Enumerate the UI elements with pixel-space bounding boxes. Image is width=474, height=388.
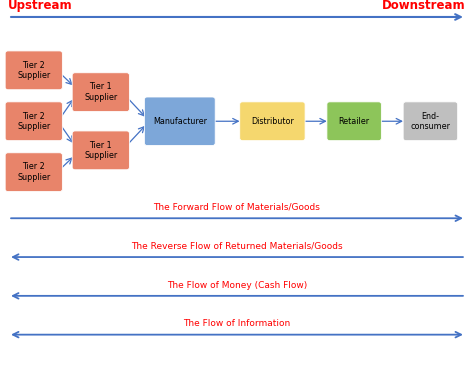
- Text: The Flow of Information: The Flow of Information: [183, 319, 291, 328]
- Text: Manufacturer: Manufacturer: [153, 117, 207, 126]
- FancyBboxPatch shape: [5, 51, 63, 90]
- Text: Upstream: Upstream: [8, 0, 73, 12]
- FancyBboxPatch shape: [5, 102, 63, 140]
- Text: Tier 1
Supplier: Tier 1 Supplier: [84, 141, 118, 160]
- Text: Tier 2
Supplier: Tier 2 Supplier: [17, 61, 50, 80]
- Text: Tier 2
Supplier: Tier 2 Supplier: [17, 112, 50, 131]
- Text: Tier 1
Supplier: Tier 1 Supplier: [84, 83, 118, 102]
- FancyBboxPatch shape: [72, 73, 129, 112]
- Text: Tier 2
Supplier: Tier 2 Supplier: [17, 163, 50, 182]
- Text: Downstream: Downstream: [382, 0, 466, 12]
- Text: The Reverse Flow of Returned Materials/Goods: The Reverse Flow of Returned Materials/G…: [131, 242, 343, 251]
- FancyBboxPatch shape: [240, 102, 305, 140]
- FancyBboxPatch shape: [5, 153, 63, 192]
- FancyBboxPatch shape: [327, 102, 382, 140]
- Text: Retailer: Retailer: [338, 117, 370, 126]
- FancyBboxPatch shape: [145, 97, 215, 146]
- FancyBboxPatch shape: [403, 102, 458, 140]
- Text: Distributor: Distributor: [251, 117, 294, 126]
- Text: The Flow of Money (Cash Flow): The Flow of Money (Cash Flow): [167, 281, 307, 289]
- FancyBboxPatch shape: [72, 131, 129, 170]
- Text: The Forward Flow of Materials/Goods: The Forward Flow of Materials/Goods: [154, 203, 320, 212]
- Text: End-
consumer: End- consumer: [410, 112, 450, 131]
